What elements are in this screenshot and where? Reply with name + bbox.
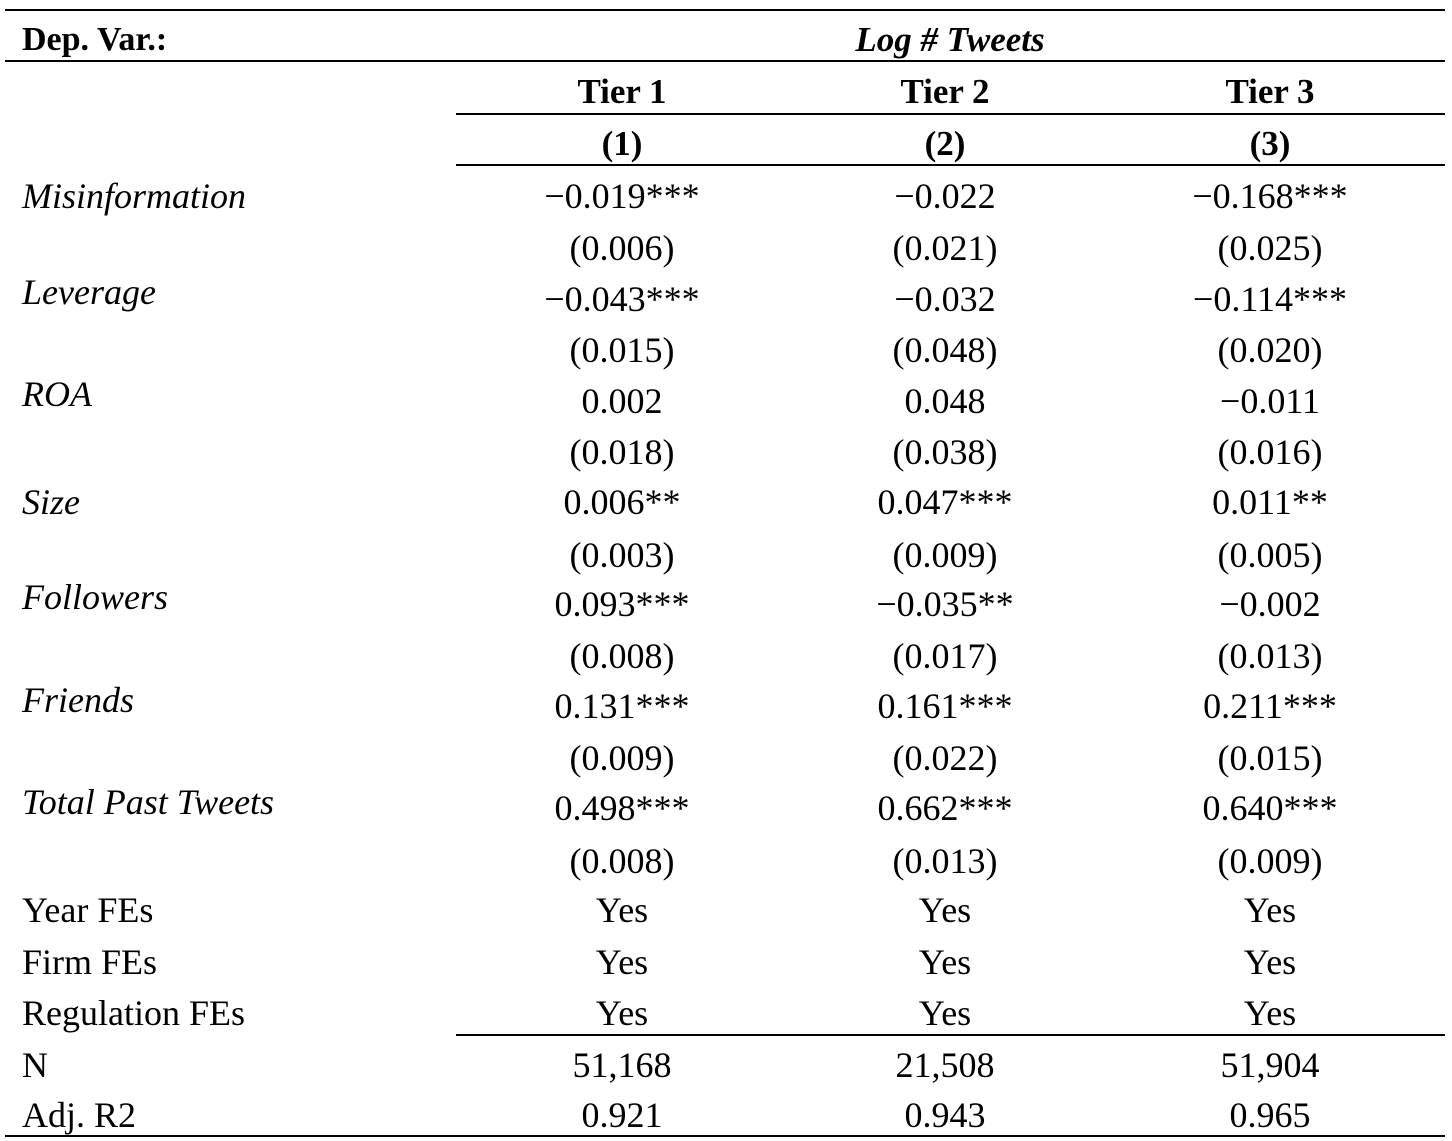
fe-cell: Yes: [595, 890, 649, 930]
stats-rule: [456, 1034, 1445, 1036]
top-rule: [5, 9, 1445, 11]
se-cell: (0.021): [892, 228, 998, 268]
col-number-2: (2): [924, 124, 966, 163]
se-cell: (0.013): [1217, 636, 1323, 676]
coef-cell: 0.640***: [1202, 788, 1338, 828]
se-cell: (0.006): [569, 228, 675, 268]
coef-cell: 0.093***: [554, 584, 690, 624]
row-label-followers: Followers: [22, 577, 169, 617]
coef-cell: −0.114***: [1193, 279, 1347, 319]
fe-cell: Yes: [918, 890, 972, 930]
coef-cell: −0.043***: [544, 279, 700, 319]
stat-cell: 0.921: [581, 1095, 663, 1135]
fe-cell: Yes: [595, 993, 649, 1033]
row-label-friends: Friends: [22, 680, 134, 720]
coef-cell: 0.002: [581, 381, 663, 421]
stat-cell: 51,168: [572, 1045, 672, 1085]
se-cell: (0.005): [1217, 535, 1323, 575]
fe-cell: Yes: [595, 942, 649, 982]
row-label-adj-r2: Adj. R2: [22, 1095, 137, 1135]
coef-cell: −0.022: [894, 176, 996, 216]
row-label-firm-fes: Firm FEs: [22, 942, 158, 982]
row-label-n: N: [22, 1045, 48, 1085]
fe-cell: Yes: [1243, 993, 1297, 1033]
row-label-leverage: Leverage: [22, 272, 156, 312]
coef-cell: 0.047***: [877, 482, 1013, 522]
bottom-rule: [5, 1135, 1445, 1137]
coef-cell: 0.498***: [554, 788, 690, 828]
se-cell: (0.009): [1217, 841, 1323, 881]
col-number-1: (1): [601, 124, 643, 163]
col-number-3: (3): [1249, 124, 1291, 163]
coef-cell: 0.011**: [1212, 482, 1328, 522]
se-cell: (0.048): [892, 330, 998, 370]
row-label-year-fes: Year FEs: [22, 890, 154, 930]
se-cell: (0.009): [569, 738, 675, 778]
coef-cell: 0.131***: [554, 686, 690, 726]
col-header-tier-3: Tier 3: [1225, 72, 1315, 111]
coef-cell: 0.161***: [877, 686, 1013, 726]
coef-cell: −0.168***: [1192, 176, 1348, 216]
row-label-regulation-fes: Regulation FEs: [22, 993, 245, 1033]
se-cell: (0.009): [892, 535, 998, 575]
row-label-misinformation: Misinformation: [22, 176, 247, 216]
row-label-size: Size: [22, 482, 80, 522]
stat-cell: 0.965: [1229, 1095, 1311, 1135]
row-label-roa: ROA: [22, 374, 92, 414]
se-cell: (0.013): [892, 841, 998, 881]
stat-cell: 21,508: [895, 1045, 995, 1085]
stat-cell: 51,904: [1220, 1045, 1320, 1085]
coef-cell: −0.011: [1220, 381, 1320, 421]
colnum-rule: [456, 164, 1445, 166]
row-label-total-past-tweets: Total Past Tweets: [22, 782, 275, 822]
se-cell: (0.015): [569, 330, 675, 370]
coef-cell: −0.035**: [876, 584, 1014, 624]
fe-cell: Yes: [1243, 942, 1297, 982]
tier-rule: [456, 113, 1445, 115]
stat-cell: 0.943: [904, 1095, 986, 1135]
dep-var-value: Log # Tweets: [855, 20, 1045, 59]
se-cell: (0.022): [892, 738, 998, 778]
se-cell: (0.016): [1217, 432, 1323, 472]
fe-cell: Yes: [1243, 890, 1297, 930]
se-cell: (0.015): [1217, 738, 1323, 778]
depvar-rule: [5, 60, 1445, 62]
col-header-tier-2: Tier 2: [900, 72, 990, 111]
se-cell: (0.020): [1217, 330, 1323, 370]
coef-cell: 0.211***: [1203, 686, 1337, 726]
coef-cell: 0.662***: [877, 788, 1013, 828]
se-cell: (0.038): [892, 432, 998, 472]
se-cell: (0.018): [569, 432, 675, 472]
coef-cell: 0.006**: [563, 482, 681, 522]
se-cell: (0.008): [569, 636, 675, 676]
col-header-tier-1: Tier 1: [577, 72, 667, 111]
se-cell: (0.017): [892, 636, 998, 676]
coef-cell: −0.019***: [544, 176, 700, 216]
fe-cell: Yes: [918, 942, 972, 982]
coef-cell: 0.048: [904, 381, 986, 421]
coef-cell: −0.002: [1219, 584, 1321, 624]
se-cell: (0.025): [1217, 228, 1323, 268]
se-cell: (0.008): [569, 841, 675, 881]
dep-var-label: Dep. Var.:: [22, 21, 168, 58]
coef-cell: −0.032: [894, 279, 996, 319]
se-cell: (0.003): [569, 535, 675, 575]
fe-cell: Yes: [918, 993, 972, 1033]
